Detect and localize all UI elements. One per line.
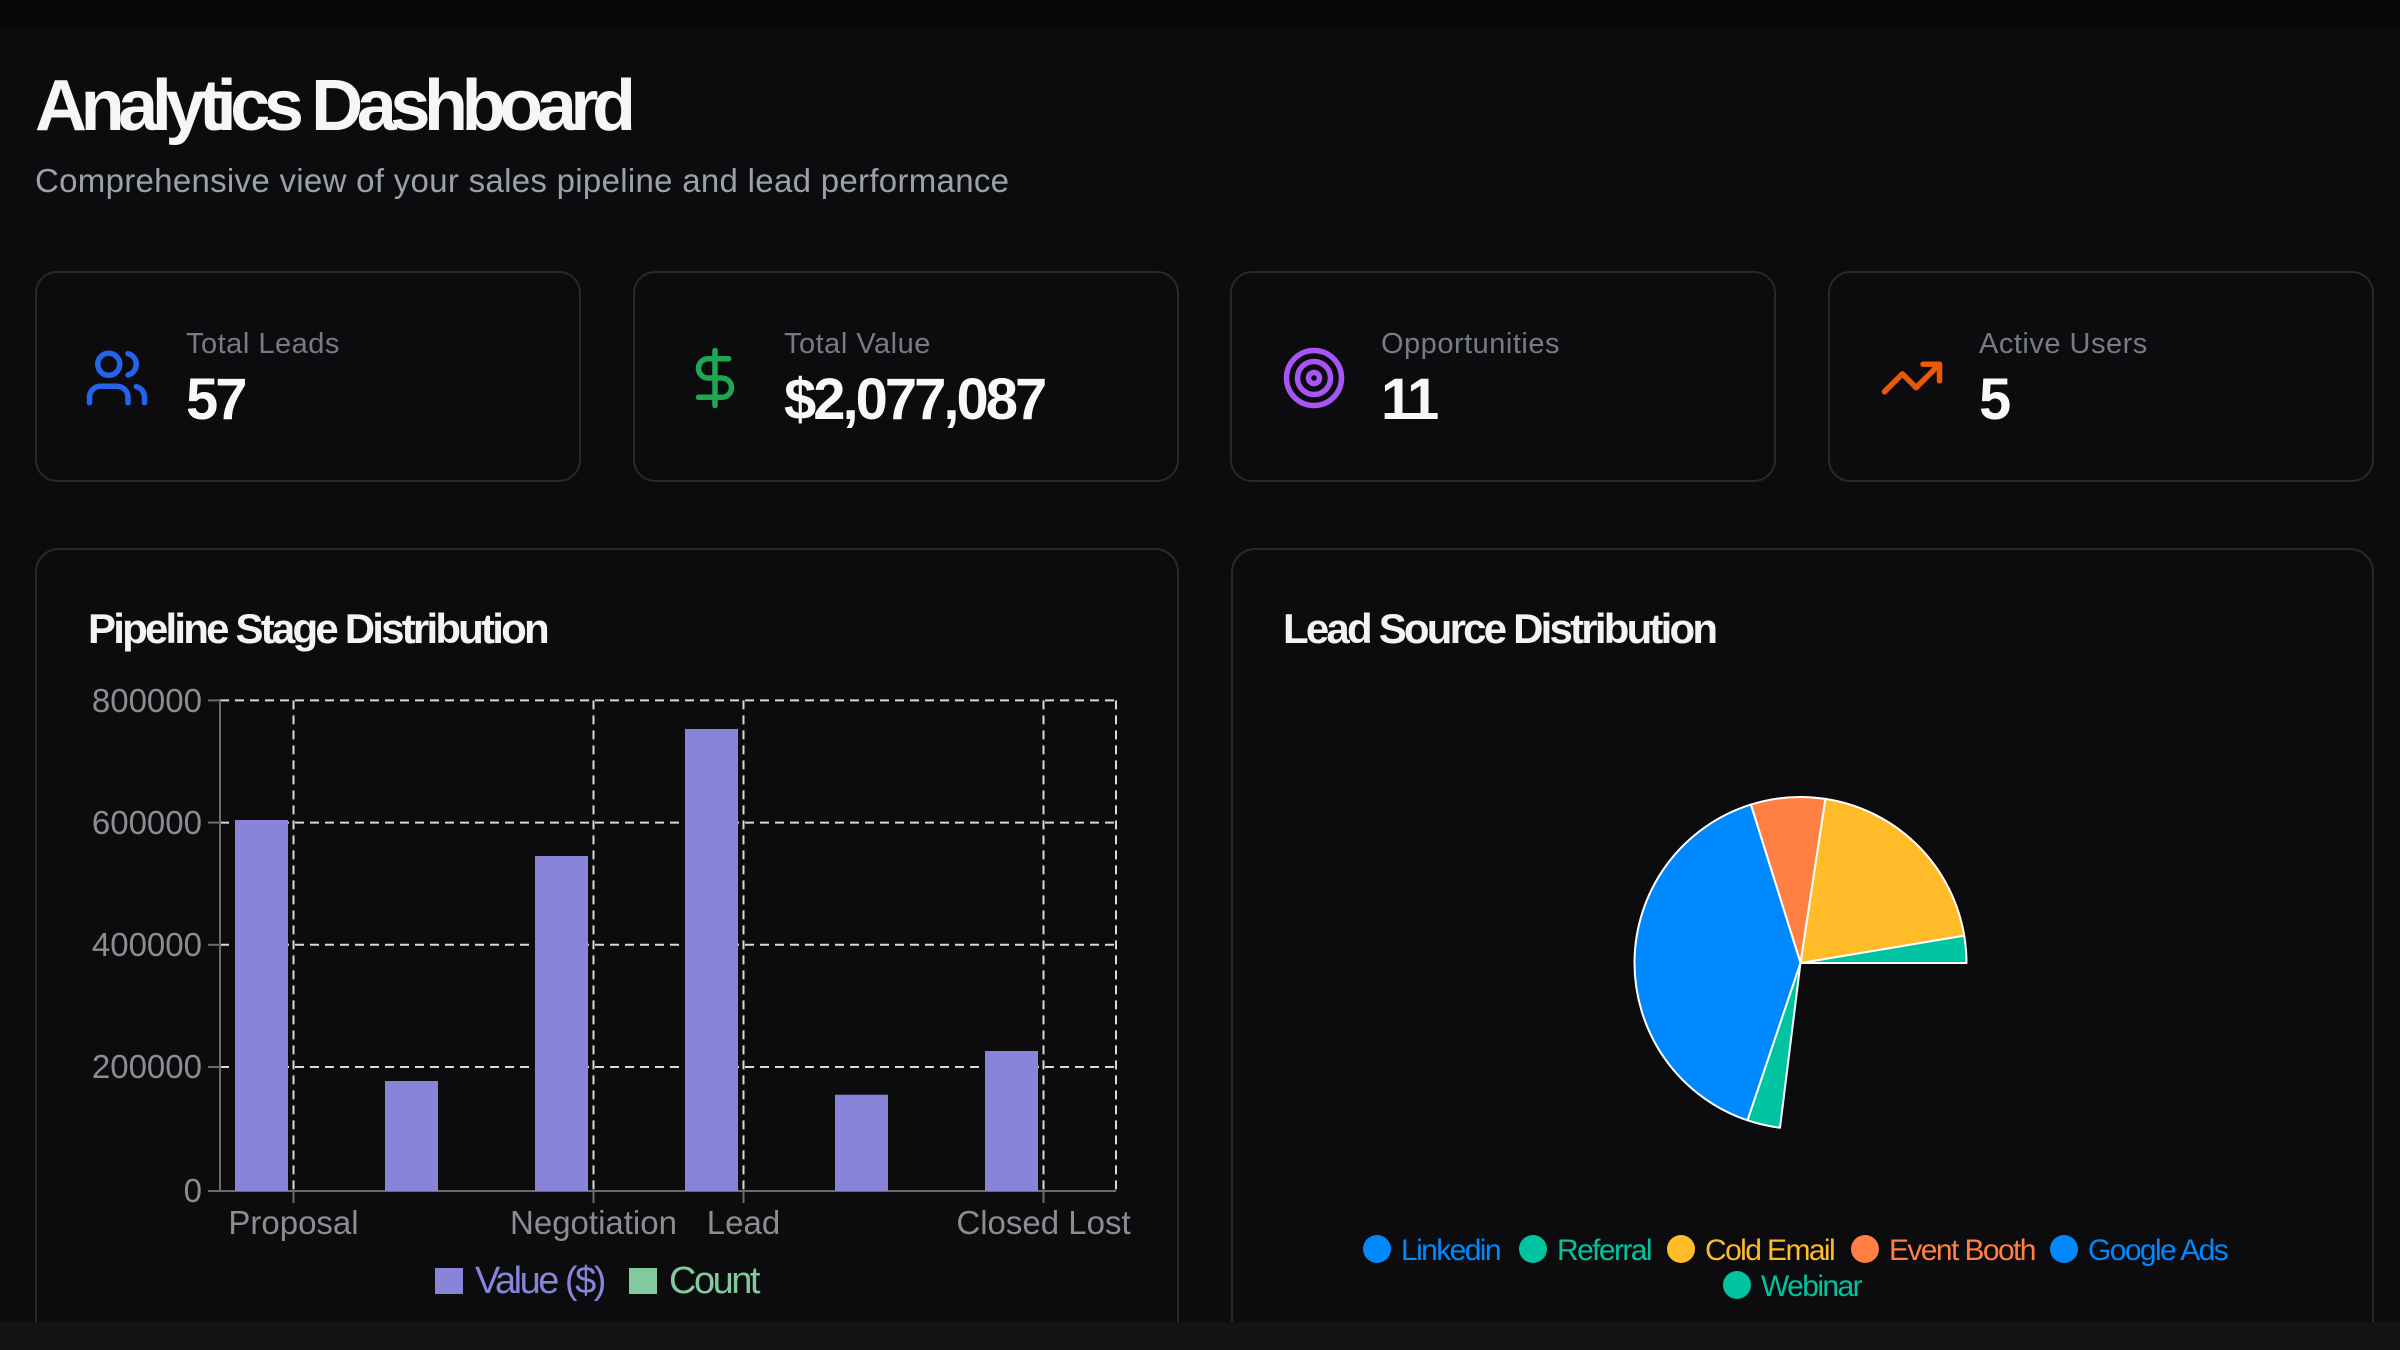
svg-text:Google Ads: Google Ads [2088, 1234, 2228, 1267]
svg-text:800000: 800000 [92, 682, 202, 719]
svg-text:Webinar: Webinar [1761, 1270, 1863, 1303]
svg-text:Lead: Lead [707, 1204, 780, 1241]
svg-text:Cold Email: Cold Email [1705, 1234, 1834, 1267]
svg-text:Value ($): Value ($) [475, 1260, 605, 1302]
svg-text:400000: 400000 [92, 926, 202, 963]
svg-text:Count: Count [669, 1260, 761, 1302]
svg-text:Linkedin: Linkedin [1401, 1234, 1500, 1267]
svg-text:0: 0 [184, 1172, 202, 1209]
svg-text:200000: 200000 [92, 1048, 202, 1085]
svg-text:600000: 600000 [92, 804, 202, 841]
svg-text:Event Booth: Event Booth [1889, 1234, 2035, 1267]
svg-text:Proposal: Proposal [228, 1204, 358, 1241]
svg-text:Referral: Referral [1557, 1234, 1651, 1267]
svg-text:Closed Lost: Closed Lost [956, 1204, 1130, 1241]
svg-text:Negotiation: Negotiation [510, 1204, 677, 1241]
